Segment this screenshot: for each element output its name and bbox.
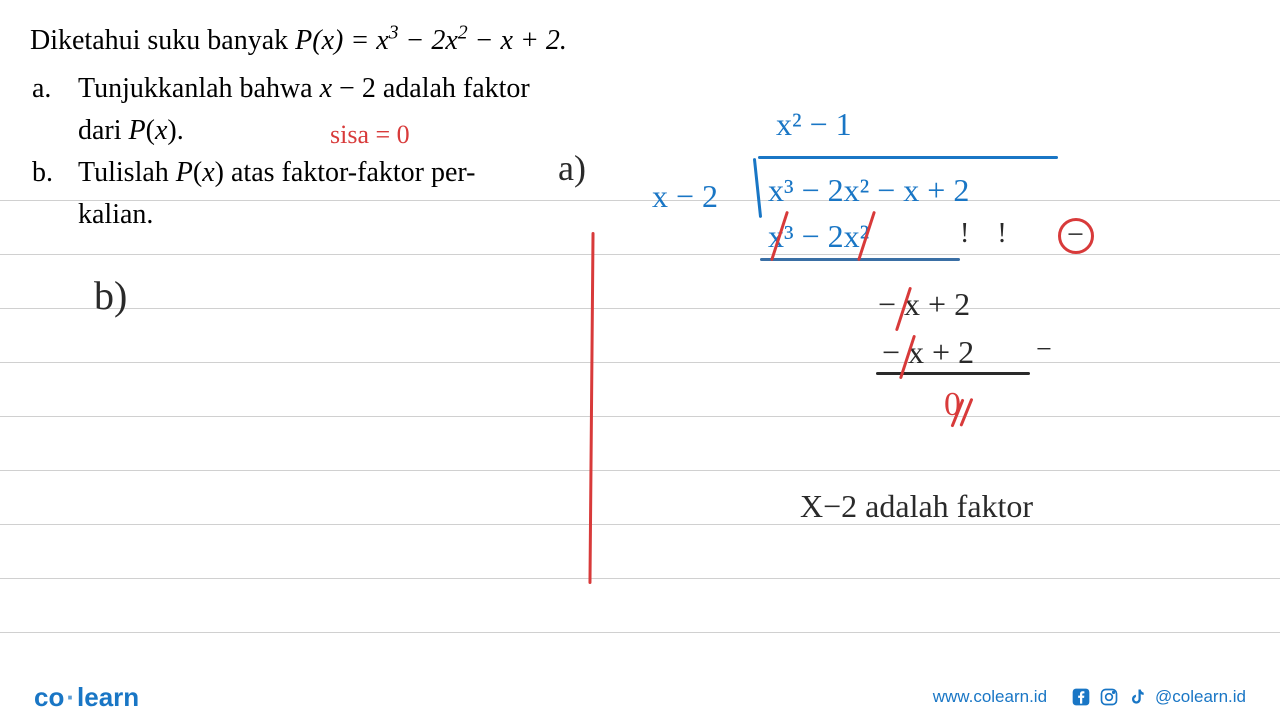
logo-learn: learn: [77, 682, 139, 712]
handwriting-conclusion: X−2 adalah faktor: [800, 490, 1033, 522]
problem-block: Diketahui suku banyak P(x) = x3 − 2x2 − …: [0, 0, 1280, 256]
footer-url[interactable]: www.colearn.id: [933, 687, 1047, 707]
problem-a-line1: Tunjukkanlah bahwa x − 2 adalah faktor: [78, 68, 1250, 110]
longdiv-step2a: − x + 2: [878, 288, 970, 320]
logo-co: co: [34, 682, 64, 712]
problem-a-label: a.: [32, 68, 78, 110]
problem-b: b. Tulislah P(x) atas faktor-faktor per-…: [32, 152, 1250, 236]
logo-dot: ·: [66, 682, 75, 712]
problem-a-line2: dari P(x).: [78, 110, 1250, 152]
footer: co·learn www.colearn.id @colearn.id: [0, 674, 1280, 720]
colearn-logo: co·learn: [34, 682, 139, 713]
handwriting-b-paren: b): [94, 276, 127, 316]
tiktok-icon[interactable]: [1127, 687, 1147, 707]
problem-b-line1: Tulislah P(x) atas faktor-faktor per-: [78, 152, 1250, 194]
longdiv-step2b: − x + 2: [882, 336, 974, 368]
main-fn: P: [295, 25, 312, 56]
social-links: @colearn.id: [1071, 687, 1246, 707]
problem-b-line2: kalian.: [78, 194, 1250, 236]
longdiv-trailing-minus: −: [1036, 336, 1052, 364]
problem-a: a. Tunjukkanlah bahwa x − 2 adalah fakto…: [32, 68, 1250, 152]
problem-b-label: b.: [32, 152, 78, 194]
instagram-icon[interactable]: [1099, 687, 1119, 707]
footer-handle[interactable]: @colearn.id: [1155, 687, 1246, 707]
main-eq: (x) = x3 − 2x2 − x + 2.: [312, 25, 567, 56]
facebook-icon[interactable]: [1071, 687, 1091, 707]
problem-main: Diketahui suku banyak P(x) = x3 − 2x2 − …: [30, 20, 1250, 62]
main-prefix: Diketahui suku banyak: [30, 25, 295, 56]
